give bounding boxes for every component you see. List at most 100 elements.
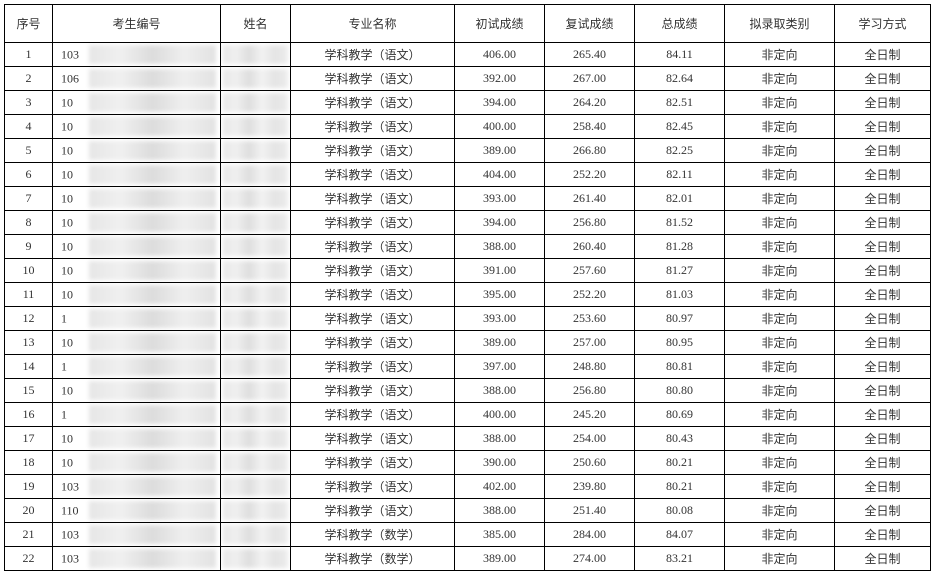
table-row: 910学科教学（语文）388.00260.4081.28非定向全日制 xyxy=(5,235,931,259)
exam-id-prefix: 10 xyxy=(61,95,75,110)
cell-category: 非定向 xyxy=(725,67,835,91)
cell-prelim: 394.00 xyxy=(455,91,545,115)
cell-major: 学科教学（语文） xyxy=(291,451,455,475)
cell-name xyxy=(221,283,291,307)
cell-exam-id: 103 xyxy=(53,523,221,547)
header-name: 姓名 xyxy=(221,5,291,43)
cell-major: 学科教学（语文） xyxy=(291,427,455,451)
redacted-overlay xyxy=(223,501,288,520)
admission-results-table: 序号 考生编号 姓名 专业名称 初试成绩 复试成绩 总成绩 拟录取类别 学习方式… xyxy=(4,4,931,571)
redacted-overlay xyxy=(89,117,216,136)
cell-mode: 全日制 xyxy=(835,283,931,307)
cell-major: 学科教学（语文） xyxy=(291,355,455,379)
cell-category: 非定向 xyxy=(725,451,835,475)
exam-id-prefix: 10 xyxy=(61,191,75,206)
cell-major: 学科教学（语文） xyxy=(291,403,455,427)
cell-major: 学科教学（语文） xyxy=(291,91,455,115)
cell-major: 学科教学（语文） xyxy=(291,211,455,235)
redacted-overlay xyxy=(89,165,216,184)
redacted-overlay xyxy=(223,213,288,232)
redacted-overlay xyxy=(223,189,288,208)
exam-id-prefix: 106 xyxy=(61,71,81,86)
cell-total: 82.51 xyxy=(635,91,725,115)
cell-mode: 全日制 xyxy=(835,235,931,259)
redacted-overlay xyxy=(223,45,288,64)
table-body: 1103学科教学（语文）406.00265.4084.11非定向全日制2106学… xyxy=(5,43,931,571)
cell-category: 非定向 xyxy=(725,187,835,211)
cell-retest: 256.80 xyxy=(545,379,635,403)
cell-mode: 全日制 xyxy=(835,91,931,115)
cell-major: 学科教学（语文） xyxy=(291,475,455,499)
redacted-overlay xyxy=(223,477,288,496)
cell-major: 学科教学（数学） xyxy=(291,523,455,547)
cell-category: 非定向 xyxy=(725,139,835,163)
table-row: 1010学科教学（语文）391.00257.6081.27非定向全日制 xyxy=(5,259,931,283)
cell-mode: 全日制 xyxy=(835,163,931,187)
cell-name xyxy=(221,67,291,91)
table-row: 1110学科教学（语文）395.00252.2081.03非定向全日制 xyxy=(5,283,931,307)
cell-total: 80.97 xyxy=(635,307,725,331)
cell-exam-id: 1 xyxy=(53,355,221,379)
cell-category: 非定向 xyxy=(725,43,835,67)
redacted-overlay xyxy=(223,357,288,376)
cell-exam-id: 10 xyxy=(53,427,221,451)
exam-id-prefix: 10 xyxy=(61,263,75,278)
cell-total: 81.28 xyxy=(635,235,725,259)
redacted-overlay xyxy=(89,189,216,208)
cell-name xyxy=(221,139,291,163)
cell-major: 学科教学（语文） xyxy=(291,115,455,139)
redacted-overlay xyxy=(223,381,288,400)
cell-category: 非定向 xyxy=(725,331,835,355)
cell-exam-id: 10 xyxy=(53,187,221,211)
cell-retest: 250.60 xyxy=(545,451,635,475)
exam-id-prefix: 110 xyxy=(61,503,81,518)
cell-name xyxy=(221,451,291,475)
cell-mode: 全日制 xyxy=(835,475,931,499)
cell-prelim: 388.00 xyxy=(455,499,545,523)
cell-mode: 全日制 xyxy=(835,115,931,139)
cell-name xyxy=(221,211,291,235)
cell-exam-id: 1 xyxy=(53,403,221,427)
cell-retest: 260.40 xyxy=(545,235,635,259)
cell-total: 81.27 xyxy=(635,259,725,283)
cell-total: 81.03 xyxy=(635,283,725,307)
redacted-overlay xyxy=(89,69,216,88)
cell-mode: 全日制 xyxy=(835,307,931,331)
exam-id-prefix: 103 xyxy=(61,551,81,566)
redacted-overlay xyxy=(223,285,288,304)
cell-seq: 7 xyxy=(5,187,53,211)
cell-category: 非定向 xyxy=(725,379,835,403)
cell-exam-id: 10 xyxy=(53,139,221,163)
cell-total: 82.11 xyxy=(635,163,725,187)
cell-seq: 10 xyxy=(5,259,53,283)
cell-retest: 251.40 xyxy=(545,499,635,523)
redacted-overlay xyxy=(223,117,288,136)
exam-id-prefix: 10 xyxy=(61,431,75,446)
cell-mode: 全日制 xyxy=(835,451,931,475)
cell-prelim: 397.00 xyxy=(455,355,545,379)
cell-major: 学科教学（语文） xyxy=(291,187,455,211)
cell-major: 学科教学（语文） xyxy=(291,259,455,283)
cell-retest: 264.20 xyxy=(545,91,635,115)
exam-id-prefix: 103 xyxy=(61,47,81,62)
exam-id-prefix: 103 xyxy=(61,527,81,542)
cell-seq: 8 xyxy=(5,211,53,235)
cell-exam-id: 10 xyxy=(53,451,221,475)
cell-name xyxy=(221,355,291,379)
cell-total: 84.11 xyxy=(635,43,725,67)
cell-total: 80.95 xyxy=(635,331,725,355)
table-row: 21103学科教学（数学）385.00284.0084.07非定向全日制 xyxy=(5,523,931,547)
cell-total: 80.81 xyxy=(635,355,725,379)
cell-mode: 全日制 xyxy=(835,379,931,403)
cell-seq: 19 xyxy=(5,475,53,499)
cell-mode: 全日制 xyxy=(835,211,931,235)
cell-retest: 252.20 xyxy=(545,283,635,307)
redacted-overlay xyxy=(89,261,216,280)
cell-name xyxy=(221,163,291,187)
header-major: 专业名称 xyxy=(291,5,455,43)
table-row: 510学科教学（语文）389.00266.8082.25非定向全日制 xyxy=(5,139,931,163)
redacted-overlay xyxy=(223,405,288,424)
cell-retest: 239.80 xyxy=(545,475,635,499)
cell-seq: 3 xyxy=(5,91,53,115)
cell-prelim: 388.00 xyxy=(455,427,545,451)
